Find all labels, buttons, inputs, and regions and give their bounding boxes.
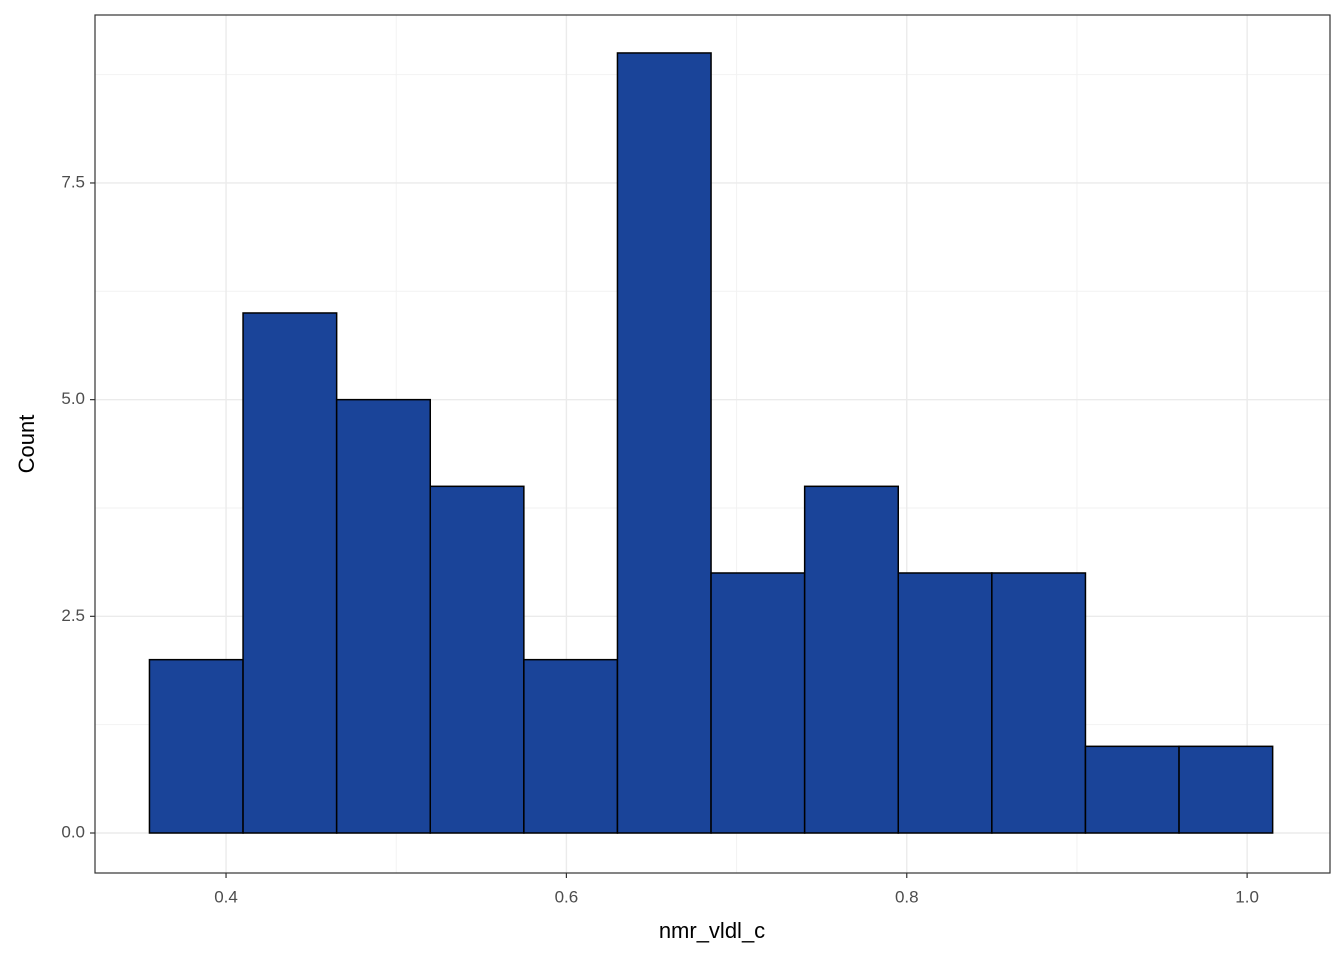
- x-tick-label: 0.6: [555, 887, 579, 906]
- bar: [1178, 745, 1274, 834]
- bar: [710, 572, 806, 834]
- bar: [429, 485, 525, 834]
- bar: [991, 572, 1087, 834]
- bar: [523, 658, 619, 834]
- bars: [148, 52, 1274, 834]
- y-tick-label: 2.5: [61, 606, 85, 625]
- x-tick-label: 1.0: [1235, 887, 1259, 906]
- bar: [616, 52, 712, 834]
- y-tick-label: 0.0: [61, 822, 85, 841]
- x-tick-label: 0.4: [214, 887, 238, 906]
- x-axis-title: nmr_vldl_c: [659, 918, 765, 943]
- bar: [335, 398, 432, 834]
- x-tick-label: 0.8: [895, 887, 919, 906]
- panel-border: [94, 14, 1331, 874]
- bar: [897, 572, 993, 834]
- bar: [803, 485, 900, 834]
- axes: 0.4 0.6 0.8 1.0 0.0 2.5 5.0 7.5: [61, 172, 1259, 906]
- y-tick-label: 7.5: [61, 172, 85, 191]
- y-tick-label: 5.0: [61, 389, 85, 408]
- bar: [148, 658, 244, 834]
- y-axis-title: Count: [14, 415, 39, 474]
- bar: [1084, 745, 1180, 834]
- bar: [242, 312, 338, 834]
